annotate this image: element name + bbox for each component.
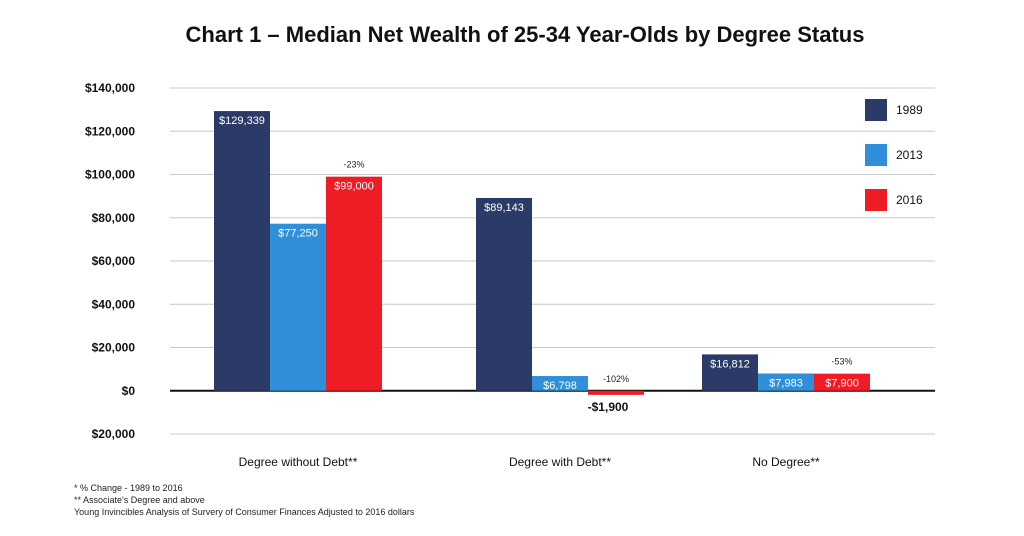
- legend-label-2016: 2016: [896, 193, 923, 207]
- legend-label-2013: 2013: [896, 148, 923, 162]
- category-label: Degree without Debt**: [239, 455, 358, 469]
- bar-value-label: $99,000: [334, 181, 374, 193]
- y-tick-label: $80,000: [92, 211, 136, 225]
- pct-change-label: -53%: [831, 357, 852, 367]
- bar-value-label: $129,339: [219, 115, 265, 127]
- bar-2013-1: [270, 223, 326, 391]
- y-tick-label: $40,000: [92, 297, 136, 311]
- bar-chart: Chart 1 – Median Net Wealth of 25-34 Yea…: [85, 22, 935, 469]
- bar-2013-3: [758, 373, 814, 391]
- bar-2016-3: [814, 373, 870, 391]
- bar-value-label: $7,983: [769, 377, 803, 389]
- category-label: Degree with Debt**: [509, 455, 611, 469]
- footnote-source: Young Invincibles Analysis of Survery of…: [74, 507, 415, 517]
- legend-swatch-2013: [865, 144, 887, 166]
- bar-labels: $129,339 $89,143 $16,812 $77,250 $6,798 $7,98…: [219, 115, 859, 414]
- y-tick-label: $60,000: [92, 254, 136, 268]
- y-tick-label: $140,000: [85, 81, 135, 95]
- bar-1989-2: [476, 197, 532, 391]
- bars: [214, 111, 870, 395]
- footnote-pct-change: * % Change - 1989 to 2016: [74, 483, 183, 493]
- bar-1989-1: [214, 111, 270, 391]
- bar-1989-3: [702, 354, 758, 391]
- bar-value-label: $89,143: [484, 202, 524, 214]
- legend-label-1989: 1989: [896, 103, 923, 117]
- category-label: No Degree**: [752, 455, 820, 469]
- bar-value-label: $7,900: [825, 378, 859, 390]
- y-tick-label: $100,000: [85, 168, 135, 182]
- bar-value-label: $6,798: [543, 380, 577, 392]
- bar-2016-2: [588, 390, 644, 395]
- y-tick-label: $0: [122, 384, 136, 398]
- legend-swatch-1989: [865, 99, 887, 121]
- footnotes: * % Change - 1989 to 2016 ** Associate's…: [74, 482, 414, 518]
- chart-title: Chart 1 – Median Net Wealth of 25-34 Yea…: [186, 22, 865, 47]
- y-tick-label: $20,000: [92, 341, 136, 355]
- y-tick-label: $120,000: [85, 124, 135, 138]
- bar-value-label: -$1,900: [588, 400, 629, 414]
- footnote-degree-definition: ** Associate's Degree and above: [74, 495, 205, 505]
- legend: 1989 2013 2016: [865, 99, 923, 211]
- bar-value-label: $16,812: [710, 358, 750, 370]
- x-axis-categories: Degree without Debt** Degree with Debt** N…: [239, 455, 820, 469]
- bar-2013-2: [532, 376, 588, 391]
- y-tick-label: $20,000: [92, 427, 136, 441]
- bar-value-label: $77,250: [278, 228, 318, 240]
- pct-change-label: -102%: [603, 374, 629, 384]
- bar-2016-1: [326, 176, 382, 391]
- y-axis-ticks: $140,000 $120,000 $100,000 $80,000 $60,000 $4…: [85, 81, 135, 441]
- pct-change-label: -23%: [343, 160, 364, 170]
- legend-swatch-2016: [865, 189, 887, 211]
